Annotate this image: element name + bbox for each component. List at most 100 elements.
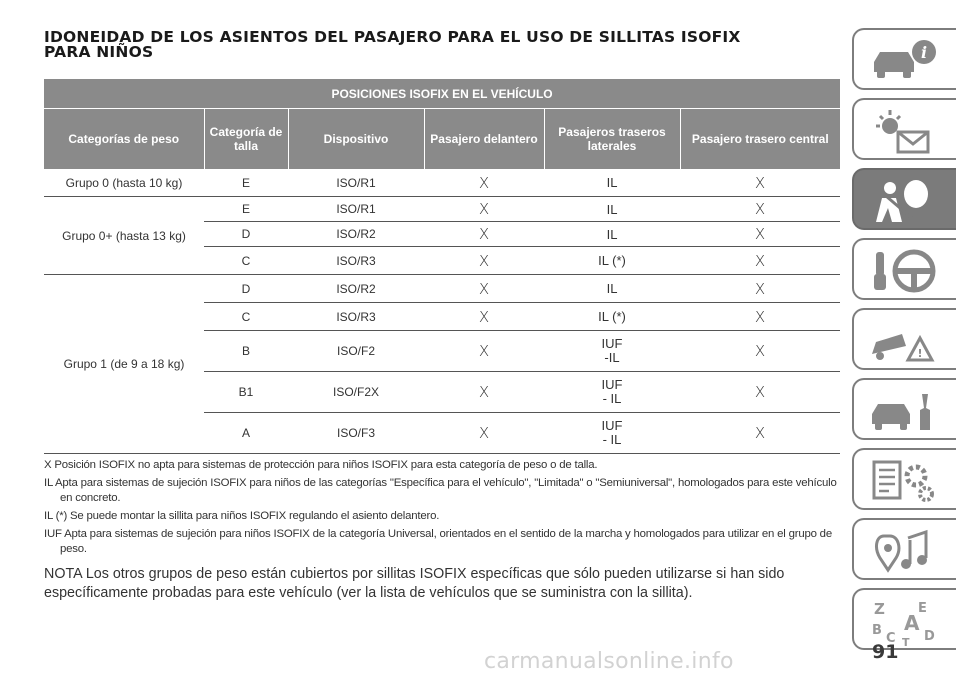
col-header-rear-side: Pasajeros traseros laterales <box>543 108 680 169</box>
key-steering-wheel-icon <box>874 249 936 293</box>
airbag-seatbelt-icon <box>876 180 928 222</box>
tab-technical-data[interactable] <box>852 448 956 510</box>
page-number: 91 <box>872 641 899 663</box>
table-row: D ISO/R2 X IL X <box>44 221 841 247</box>
device-cell: ISO/F2X <box>288 371 424 413</box>
front-cell: X <box>424 196 544 222</box>
size-cell: C <box>204 302 288 331</box>
group-label: Grupo 0 (hasta 10 kg) <box>44 169 204 197</box>
size-cell: E <box>204 169 288 197</box>
front-cell: X <box>424 412 544 454</box>
tab-maintenance[interactable] <box>852 378 956 440</box>
front-cell: X <box>424 221 544 247</box>
tab-warning-lights[interactable] <box>852 98 956 160</box>
car-info-icon: i <box>874 40 936 78</box>
watermark: carmanualsonline.info <box>484 649 734 674</box>
device-cell: ISO/R3 <box>288 246 424 275</box>
rear-center-cell: X <box>680 330 841 372</box>
isofix-table: POSICIONES ISOFIX EN EL VEHÍCULO Categor… <box>44 79 841 454</box>
table-row: B1 ISO/F2X X IUF - IL X <box>44 371 841 413</box>
tab-index[interactable]: Z E B A C D T <box>852 588 956 650</box>
device-cell: ISO/R2 <box>288 221 424 247</box>
table-row: C ISO/R3 X IL (*) X <box>44 246 841 275</box>
size-cell: B <box>204 330 288 372</box>
table-row: A ISO/F3 X IUF - IL X <box>44 412 841 454</box>
rear-side-cell: IL <box>544 196 680 222</box>
table-top-header: POSICIONES ISOFIX EN EL VEHÍCULO <box>44 79 841 109</box>
rear-center-cell: X <box>680 371 841 413</box>
tab-starting-driving[interactable] <box>852 238 956 300</box>
size-cell: B1 <box>204 371 288 413</box>
table-row: Grupo 1 (de 9 a 18 kg) D ISO/R2 X IL X <box>44 274 841 454</box>
svg-text:E: E <box>918 601 927 616</box>
front-cell: X <box>424 330 544 372</box>
tab-safety[interactable] <box>852 168 956 230</box>
footnote-il-star: IL (*) Se puede montar la sillita para n… <box>44 510 440 522</box>
svg-text:A: A <box>904 611 920 635</box>
group-label: Grupo 1 (de 9 a 18 kg) <box>44 274 204 454</box>
rear-side-cell: IUF - IL <box>544 412 680 454</box>
rear-side-cell: IUF - IL <box>544 371 680 413</box>
front-cell: X <box>424 302 544 331</box>
svg-text:i: i <box>921 43 927 62</box>
multimedia-icon <box>875 529 928 573</box>
size-cell: A <box>204 412 288 454</box>
rear-side-line-2: - IL <box>602 432 622 447</box>
col-header-size: Categoría de talla <box>203 108 288 169</box>
tab-emergency[interactable]: ! <box>852 308 956 370</box>
rear-center-cell: X <box>680 302 841 331</box>
rear-center-cell: X <box>680 412 841 454</box>
accident-warning-icon: ! <box>872 334 935 362</box>
rear-side-line-2: - IL <box>602 391 622 406</box>
rear-center-cell: X <box>680 196 841 222</box>
col-header-weight: Categorías de peso <box>44 108 204 169</box>
size-cell: C <box>204 246 288 275</box>
size-cell: E <box>204 196 288 222</box>
warning-lights-icon <box>876 110 930 154</box>
car-service-icon <box>872 394 930 430</box>
tab-car-info[interactable]: i <box>852 28 956 90</box>
alphabetical-index-icon: Z E B A C D T <box>872 600 935 646</box>
rear-center-cell: X <box>680 221 841 247</box>
rear-side-cell: IL (*) <box>544 246 680 275</box>
rear-side-line-1: IUF <box>601 336 623 351</box>
svg-text:B: B <box>872 623 882 638</box>
tab-multimedia[interactable] <box>852 518 956 580</box>
size-cell: D <box>204 221 288 247</box>
rear-center-cell: X <box>680 274 841 303</box>
table-row: Grupo 0+ (hasta 13 kg) E ISO/R1 X IL X <box>44 196 841 275</box>
front-cell: X <box>424 274 544 303</box>
rear-side-cell: IL <box>544 274 680 303</box>
rear-center-cell: X <box>680 169 841 197</box>
title-line-1: IDONEIDAD DE LOS ASIENTOS DEL PASAJERO P… <box>44 28 741 46</box>
device-cell: ISO/F2 <box>288 330 424 372</box>
rear-center-cell: X <box>680 246 841 275</box>
svg-text:T: T <box>902 636 910 646</box>
col-header-device: Dispositivo <box>287 108 424 169</box>
front-cell: X <box>424 246 544 275</box>
device-cell: ISO/R2 <box>288 274 424 303</box>
table-row: B ISO/F2 X IUF -IL X <box>44 330 841 372</box>
device-cell: ISO/F3 <box>288 412 424 454</box>
rear-side-line-1: IUF <box>601 418 623 433</box>
footnote-iuf: IUF Apta para sistemas de sujeción para … <box>44 528 832 555</box>
device-cell: ISO/R1 <box>288 169 424 197</box>
rear-side-cell: IUF -IL <box>544 330 680 372</box>
footnotes: X Posición ISOFIX no apta para sistemas … <box>44 458 844 560</box>
rear-side-line-2: -IL <box>604 350 620 365</box>
svg-text:C: C <box>886 631 896 646</box>
group-label: Grupo 0+ (hasta 13 kg) <box>44 196 204 275</box>
front-cell: X <box>424 371 544 413</box>
svg-text:Z: Z <box>874 600 885 618</box>
svg-text:D: D <box>924 629 935 644</box>
title-line-2: PARA NIÑOS <box>44 43 154 61</box>
size-cell: D <box>204 274 288 303</box>
table-row: C ISO/R3 X IL (*) X <box>44 302 841 331</box>
col-header-front: Pasajero delantero <box>423 108 544 169</box>
rear-side-line-1: IUF <box>601 377 623 392</box>
svg-text:!: ! <box>917 347 922 360</box>
rear-side-cell: IL <box>544 221 680 247</box>
footnote-il: IL Apta para sistemas de sujeción ISOFIX… <box>44 477 837 504</box>
rear-side-cell: IL <box>544 169 680 197</box>
specs-gear-icon <box>872 460 934 502</box>
